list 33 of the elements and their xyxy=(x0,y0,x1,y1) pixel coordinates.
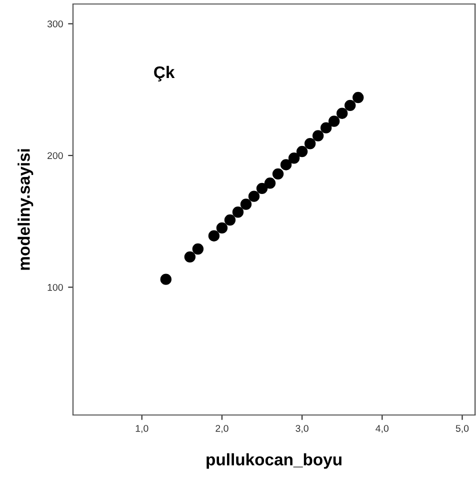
point xyxy=(256,182,268,194)
point xyxy=(344,100,356,112)
annotation: Çk xyxy=(154,66,175,82)
point xyxy=(248,190,260,202)
point xyxy=(240,198,252,210)
y-axis-title: modeliny.sayisi xyxy=(18,149,34,270)
point xyxy=(320,122,332,134)
point xyxy=(336,108,348,119)
point xyxy=(312,130,324,142)
x-tick-label: 5,0 xyxy=(456,424,469,434)
x-tick-label: 4,0 xyxy=(376,424,389,434)
point xyxy=(160,274,172,285)
y-tick-label: 300 xyxy=(47,20,63,28)
x-tick-label: 3,0 xyxy=(296,424,308,434)
point xyxy=(224,214,236,226)
x-tick-label: 2,0 xyxy=(216,424,228,434)
y-tick-label: 200 xyxy=(48,152,63,160)
point xyxy=(264,178,276,189)
x-tick-label: 1,0 xyxy=(136,424,148,434)
point xyxy=(272,168,284,180)
point xyxy=(352,92,364,104)
point xyxy=(184,251,196,263)
x-axis-title: pullukocan_boyu xyxy=(206,453,342,469)
point xyxy=(304,138,316,150)
y-tick-label: 100 xyxy=(48,284,63,291)
point xyxy=(288,152,300,164)
point xyxy=(208,230,220,242)
point xyxy=(232,206,244,218)
point xyxy=(296,146,308,158)
point xyxy=(328,116,340,127)
point xyxy=(216,222,228,234)
point xyxy=(280,159,292,170)
point xyxy=(192,243,204,255)
